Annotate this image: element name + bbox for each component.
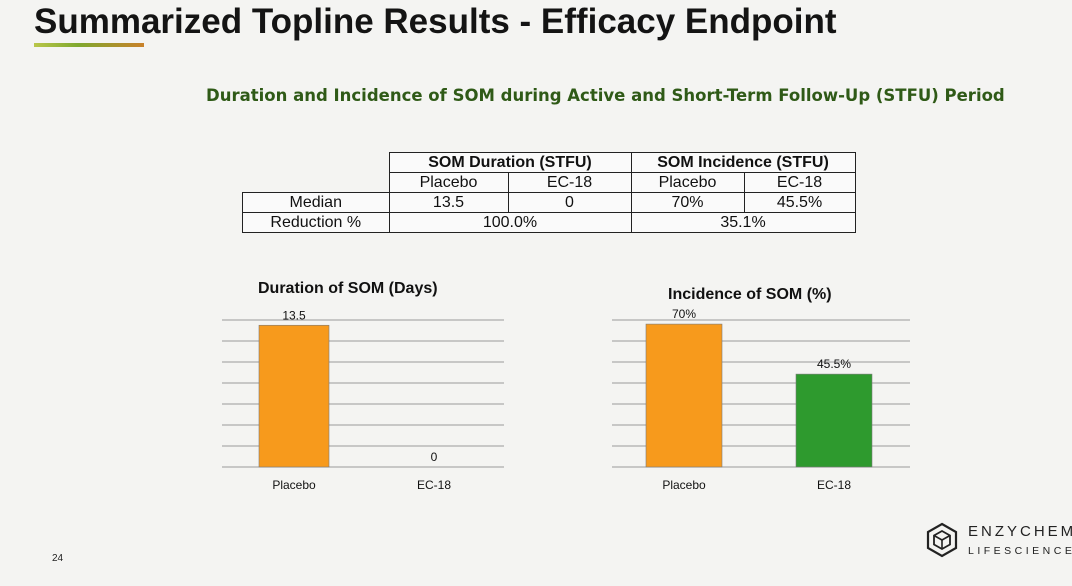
table-row: Median 13.5 0 70% 45.5% [242,192,856,213]
category-label: Placebo [272,478,316,492]
table-row-label: Reduction % [242,212,390,233]
page-number: 24 [52,553,64,564]
table-group-header: SOM Duration (STFU) [388,152,632,173]
logo-name: ENZYCHEM [968,523,1072,540]
table-subheader: Placebo [388,172,509,193]
table-cell: 13.5 [388,192,509,213]
table-group-header: SOM Incidence (STFU) [630,152,856,173]
chart-duration-svg: 13.5 Placebo 0 EC-18 [222,308,504,492]
table-row: Reduction % 100.0% 35.1% [242,212,856,233]
logo-subtitle: LIFESCIENCES [968,545,1072,557]
data-label: 13.5 [282,308,306,322]
slide-subtitle: Duration and Incidence of SOM during Act… [206,86,1005,105]
results-table: SOM Duration (STFU) SOM Incidence (STFU)… [242,152,856,233]
table-subheader-row: Placebo EC-18 Placebo EC-18 [243,172,856,193]
table-subheader: EC-18 [743,172,856,193]
chart-title-incidence: Incidence of SOM (%) [668,286,832,303]
category-label: EC-18 [417,478,451,492]
table-subheader: Placebo [630,172,745,193]
table-subheader: EC-18 [507,172,632,193]
chart-title-duration: Duration of SOM (Days) [258,280,438,297]
chart-incidence: 70% Placebo 45.5% EC-18 [612,307,910,492]
bar-placebo [258,324,330,468]
hexagon-cube-logo-icon [924,522,960,563]
table-cell: 0 [507,192,632,213]
table-cell: 45.5% [743,192,856,213]
slide-title: Summarized Topline Results - Efficacy En… [34,2,837,41]
table-row-label: Median [242,192,390,213]
chart-duration: 13.5 Placebo 0 EC-18 [222,308,504,492]
data-label: 70% [672,307,696,321]
table-cell: 70% [630,192,745,213]
table-cell: 100.0% [388,212,632,233]
table-group-header-row: SOM Duration (STFU) SOM Incidence (STFU) [243,152,856,173]
table-cell: 35.1% [630,212,856,233]
data-label: 0 [431,450,438,464]
bar-ec-18 [795,373,873,468]
chart-incidence-svg: 70% Placebo 45.5% EC-18 [612,307,910,492]
data-label: 45.5% [817,357,851,371]
category-label: Placebo [662,478,706,492]
bar-placebo [645,323,723,468]
title-underline [34,43,144,47]
category-label: EC-18 [817,478,851,492]
